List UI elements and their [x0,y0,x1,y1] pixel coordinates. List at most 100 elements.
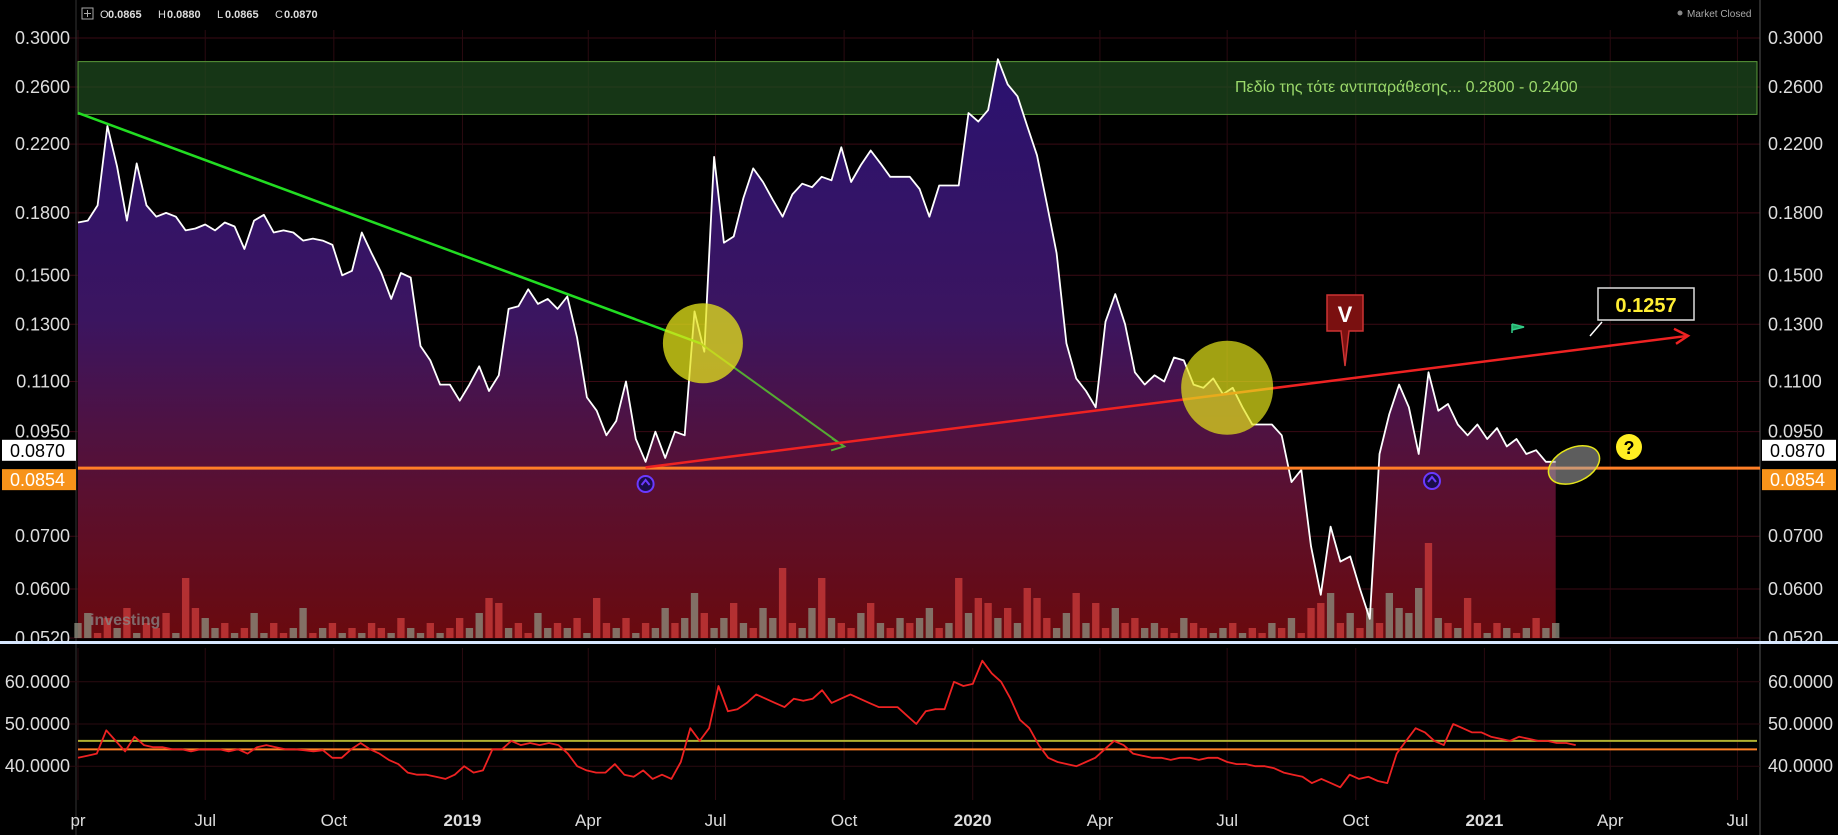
volume-bar [416,633,425,638]
volume-bar [739,623,748,638]
y-tick-right: 0.1300 [1768,314,1823,334]
volume-bar [622,618,630,638]
y-tick-right: 0.1800 [1768,203,1823,223]
volume-bar [318,628,327,638]
volume-bar [1493,623,1501,638]
volume-bar [612,628,620,638]
volume-bar [602,623,611,638]
volume-bar [1532,618,1540,638]
indicator-tick-right: 40.0000 [1768,756,1833,776]
volume-bar [1385,593,1393,638]
volume-bar [1004,608,1012,638]
support-price-badge-left [2,469,76,491]
volume-bar [955,578,963,638]
volume-bar [181,578,190,638]
volume-bar [1483,633,1491,638]
volume-bar [1180,618,1188,638]
volume-bar [641,623,650,638]
volume-bar [1415,588,1423,638]
volume-bar [1248,628,1256,638]
ohlc-open-value: 0.0865 [108,9,142,21]
volume-bar [524,633,532,638]
volume-bar [778,568,787,638]
volume-bar [583,633,591,638]
volume-bar [671,623,679,638]
zone-rect [77,61,1758,115]
y-tick-left: 0.2600 [15,77,70,97]
volume-bar [1278,628,1286,638]
v-marker: V [1326,294,1364,367]
volume-bar [857,613,865,638]
volume-bar [1209,633,1217,638]
zone-label: Πεδίο της τότε αντιπαράθεσης... 0.2800 -… [1235,79,1578,96]
volume-bar [299,608,307,638]
y-tick-left: 0.1300 [15,314,70,334]
volume-bar [172,633,180,638]
volume-bar [162,613,170,638]
volume-bar [1375,623,1384,638]
volume-bar [436,633,444,638]
volume-bar [495,603,503,638]
volume-bar [592,598,601,638]
volume-bar [1131,618,1139,638]
crosshair-icon[interactable] [81,7,94,20]
volume-bar [348,628,356,638]
y-tick-right: 0.1500 [1768,265,1823,285]
v-marker-flag [1326,294,1364,367]
watermark-logo: investing [90,612,160,629]
x-tick-label: pr [70,811,85,830]
volume-bar [798,628,806,638]
y-tick-left: 0.1500 [15,265,70,285]
volume-bar [1199,628,1208,638]
volume-bar [915,618,924,638]
volume-bar [1082,623,1090,638]
volume-bar [729,603,738,638]
volume-bar [553,623,562,638]
volume-bar [1092,603,1100,638]
volume-bar [446,628,454,638]
volume-bar [1170,633,1178,638]
y-tick-left: 0.3000 [15,28,70,48]
volume-bar [387,633,395,638]
volume-bar [504,628,513,638]
trendlines [77,111,1760,470]
volume-bar [328,623,337,638]
support-price-label-left: 0.0854 [10,470,65,490]
volume-bar [133,633,141,638]
volume-bar [964,613,973,638]
y-tick-left: 0.0520 [15,628,70,648]
volume-bar [808,608,816,638]
volume-bar [84,613,92,638]
volume-bar [866,603,875,638]
highlight-circle-retest [1181,340,1274,435]
volume-bar [1503,628,1511,638]
volume-bar [1366,608,1374,638]
buy-signal-icon [1423,472,1441,490]
price-area-fill [78,59,1556,638]
volume-bar [945,623,953,638]
volume-bar [407,628,415,638]
x-tick-label: Oct [321,811,348,830]
volume-bar [827,618,836,638]
volume-bar [1033,598,1041,638]
ohlc-high-key: H [158,9,166,21]
volume-bar [1268,623,1276,638]
support-price-badge-right [1762,469,1836,491]
indicator-panel: 60.0000 60.0000 50.0000 50.0000 40.0000 40.00… [5,648,1833,800]
panel-separator[interactable] [0,641,1838,644]
target-callout-pointer [1589,321,1603,337]
volume-bar [994,618,1002,638]
volume-bar [358,633,366,638]
volume-bar [142,623,151,638]
ohlc-close-value: 0.0870 [284,9,318,21]
volume-bar [1023,588,1031,638]
question-circle-icon [1616,434,1642,460]
volume-bar [769,618,777,638]
volume-bar [1160,628,1168,638]
volume-bar [152,628,160,638]
price-area [78,59,1556,638]
ohlc-high-value: 0.0880 [167,9,201,21]
volume-bar [1238,633,1247,638]
volume-bar [377,628,386,638]
y-tick-right: 0.0520 [1768,628,1823,648]
